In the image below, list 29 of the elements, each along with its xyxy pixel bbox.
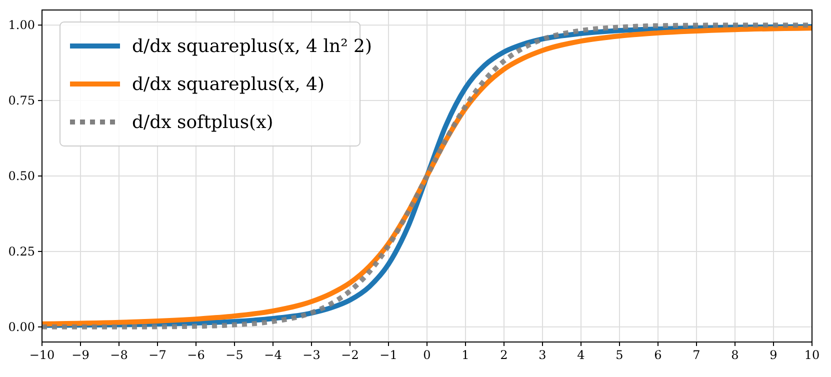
- x-tick-label: −1: [380, 348, 398, 362]
- y-tick-label: 0.00: [8, 320, 35, 334]
- x-tick-label: −3: [302, 348, 320, 362]
- x-tick-label: −5: [226, 348, 244, 362]
- x-tick-label: −9: [72, 348, 90, 362]
- x-tick-label: −10: [29, 348, 55, 362]
- legend-label: d/dx softplus(x): [132, 112, 274, 133]
- legend-label: d/dx squareplus(x, 4 ln² 2): [132, 36, 372, 57]
- x-tick-label: 3: [538, 348, 546, 362]
- x-tick-label: 1: [462, 348, 470, 362]
- x-tick-label: −4: [264, 348, 282, 362]
- legend-label: d/dx squareplus(x, 4): [132, 74, 325, 95]
- y-tick-label: 0.75: [8, 94, 35, 108]
- x-tick-label: −8: [110, 348, 128, 362]
- y-tick-label: 0.50: [8, 169, 35, 183]
- x-tick-label: −6: [187, 348, 205, 362]
- x-tick-label: 5: [616, 348, 624, 362]
- x-tick-label: 2: [500, 348, 508, 362]
- x-tick-label: 4: [577, 348, 586, 362]
- x-tick-label: 9: [770, 348, 778, 362]
- x-tick-label: 7: [692, 348, 700, 362]
- x-tick-label: −2: [341, 348, 359, 362]
- x-tick-label: 0: [423, 348, 431, 362]
- x-tick-label: −7: [148, 348, 166, 362]
- x-tick-label: 6: [654, 348, 662, 362]
- x-tick-label: 8: [731, 348, 739, 362]
- y-tick-label: 1.00: [8, 18, 35, 32]
- x-tick-label: 10: [804, 348, 820, 362]
- y-tick-label: 0.25: [8, 244, 35, 258]
